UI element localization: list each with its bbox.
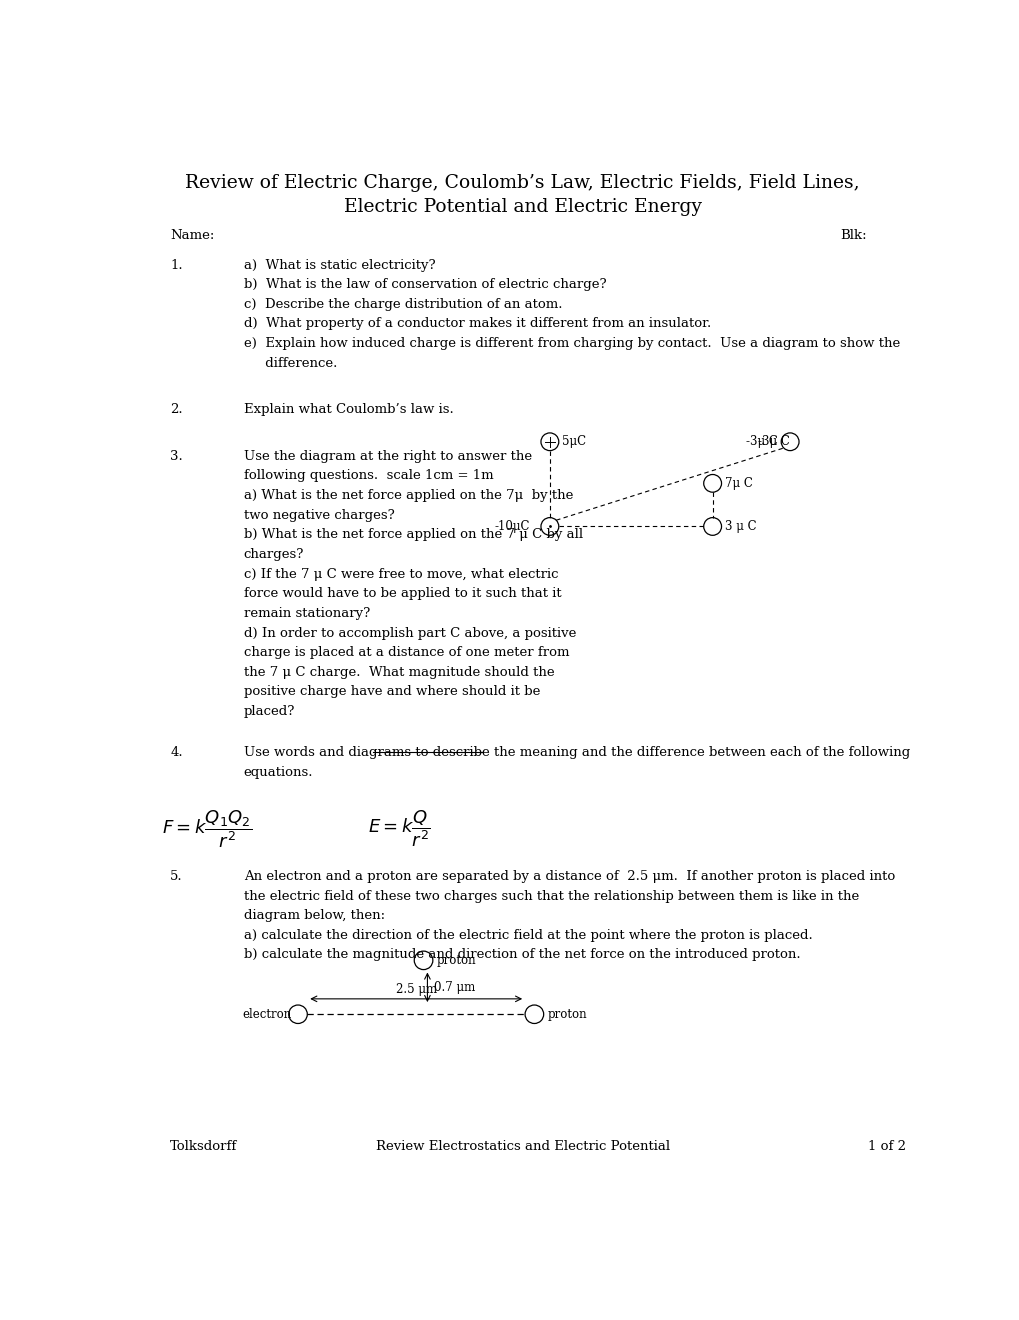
Text: 3.: 3. xyxy=(170,450,182,463)
Text: An electron and a proton are separated by a distance of  2.5 μm.  If another pro: An electron and a proton are separated b… xyxy=(244,870,894,883)
Text: 3 μ C: 3 μ C xyxy=(725,520,756,533)
Text: Review Electrostatics and Electric Potential: Review Electrostatics and Electric Poten… xyxy=(375,1140,669,1154)
Text: Use the diagram at the right to answer the: Use the diagram at the right to answer t… xyxy=(244,450,531,463)
Text: -3μ C: -3μ C xyxy=(745,436,776,449)
Text: Explain what Coulomb’s law is.: Explain what Coulomb’s law is. xyxy=(244,404,453,416)
Text: c) If the 7 μ C were free to move, what electric: c) If the 7 μ C were free to move, what … xyxy=(244,568,557,581)
Text: placed?: placed? xyxy=(244,705,294,718)
Text: 5.: 5. xyxy=(170,870,182,883)
Text: remain stationary?: remain stationary? xyxy=(244,607,370,620)
Text: charge is placed at a distance of one meter from: charge is placed at a distance of one me… xyxy=(244,647,569,659)
Text: proton: proton xyxy=(436,954,476,966)
Text: electron: electron xyxy=(242,1007,291,1020)
Text: equations.: equations. xyxy=(244,766,313,779)
Text: a) What is the net force applied on the 7μ  by the: a) What is the net force applied on the … xyxy=(244,490,573,502)
Text: force would have to be applied to it such that it: force would have to be applied to it suc… xyxy=(244,587,560,601)
Text: following questions.  scale 1cm = 1m: following questions. scale 1cm = 1m xyxy=(244,470,493,483)
Text: -3μ C: -3μ C xyxy=(757,436,790,449)
Text: b)  What is the law of conservation of electric charge?: b) What is the law of conservation of el… xyxy=(244,279,605,292)
Text: two negative charges?: two negative charges? xyxy=(244,508,394,521)
Text: diagram below, then:: diagram below, then: xyxy=(244,909,384,923)
Text: b) calculate the magnitude and direction of the net force on the introduced prot: b) calculate the magnitude and direction… xyxy=(244,948,800,961)
Text: c)  Describe the charge distribution of an atom.: c) Describe the charge distribution of a… xyxy=(244,298,561,310)
Text: 2.: 2. xyxy=(170,404,182,416)
Text: difference.: difference. xyxy=(244,356,337,370)
Text: $F = k\dfrac{Q_1Q_2}{r^2}$: $F = k\dfrac{Q_1Q_2}{r^2}$ xyxy=(162,808,253,850)
Text: 2.5 μm: 2.5 μm xyxy=(395,983,436,995)
Text: b) What is the net force applied on the 7 μ C by all: b) What is the net force applied on the … xyxy=(244,528,582,541)
Text: charges?: charges? xyxy=(244,548,304,561)
Text: positive charge have and where should it be: positive charge have and where should it… xyxy=(244,685,540,698)
Text: Blk:: Blk: xyxy=(840,230,866,243)
Text: Tolksdorff: Tolksdorff xyxy=(170,1140,237,1154)
Text: d) In order to accomplish part C above, a positive: d) In order to accomplish part C above, … xyxy=(244,627,576,640)
Text: 4.: 4. xyxy=(170,746,182,759)
Text: $E = k\dfrac{Q}{r^2}$: $E = k\dfrac{Q}{r^2}$ xyxy=(368,808,430,849)
Text: a)  What is static electricity?: a) What is static electricity? xyxy=(244,259,435,272)
Text: d)  What property of a conductor makes it different from an insulator.: d) What property of a conductor makes it… xyxy=(244,317,710,330)
Text: the electric field of these two charges such that the relationship between them : the electric field of these two charges … xyxy=(244,890,858,903)
Text: proton: proton xyxy=(547,1007,587,1020)
Text: Review of Electric Charge, Coulomb’s Law, Electric Fields, Field Lines,: Review of Electric Charge, Coulomb’s Law… xyxy=(185,174,859,191)
Text: Use words and diagrams to describe the meaning and the difference between each o: Use words and diagrams to describe the m… xyxy=(244,746,909,759)
Text: Name:: Name: xyxy=(170,230,214,243)
Text: e)  Explain how induced charge is different from charging by contact.  Use a dia: e) Explain how induced charge is differe… xyxy=(244,337,899,350)
Text: the 7 μ C charge.  What magnitude should the: the 7 μ C charge. What magnitude should … xyxy=(244,665,554,678)
Text: 1.: 1. xyxy=(170,259,182,272)
Text: 1 of 2: 1 of 2 xyxy=(867,1140,905,1154)
Text: 5μC: 5μC xyxy=(561,436,586,449)
Text: 7μ C: 7μ C xyxy=(725,477,752,490)
Text: -10μC: -10μC xyxy=(493,520,529,533)
Text: Electric Potential and Electric Energy: Electric Potential and Electric Energy xyxy=(343,198,701,216)
Text: 0.7 μm: 0.7 μm xyxy=(433,981,475,994)
Text: a) calculate the direction of the electric field at the point where the proton i: a) calculate the direction of the electr… xyxy=(244,929,812,941)
